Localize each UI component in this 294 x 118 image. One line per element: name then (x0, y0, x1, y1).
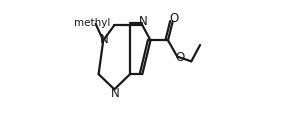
Text: N: N (138, 15, 147, 28)
Text: O: O (169, 12, 178, 25)
Text: O: O (176, 51, 185, 64)
Text: methyl: methyl (74, 18, 110, 28)
Text: N: N (99, 33, 108, 46)
Text: N: N (111, 87, 119, 100)
